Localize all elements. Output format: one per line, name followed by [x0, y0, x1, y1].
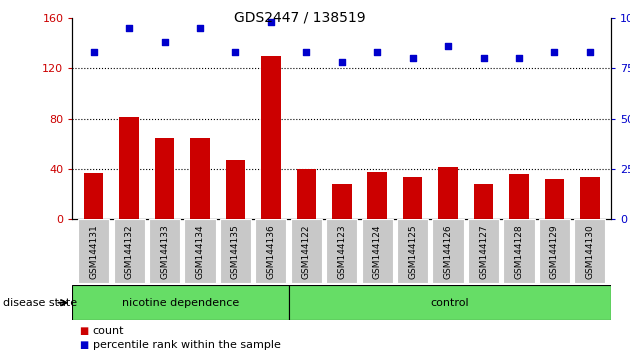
Bar — [432, 219, 464, 283]
Bar — [367, 172, 387, 219]
Text: GDS2447 / 138519: GDS2447 / 138519 — [234, 11, 365, 25]
Point — [231, 49, 241, 55]
Point — [514, 55, 524, 61]
Bar — [326, 219, 357, 283]
Text: GSM144127: GSM144127 — [479, 224, 488, 279]
Text: GSM144134: GSM144134 — [195, 224, 205, 279]
Bar — [403, 177, 422, 219]
Text: GSM144136: GSM144136 — [266, 224, 275, 279]
Bar — [84, 173, 103, 219]
Text: control: control — [430, 298, 469, 308]
Bar — [255, 219, 287, 283]
Text: ■: ■ — [79, 340, 88, 350]
Text: GSM144124: GSM144124 — [373, 224, 382, 279]
Text: GSM144122: GSM144122 — [302, 224, 311, 279]
Bar — [580, 177, 600, 219]
Text: GSM144135: GSM144135 — [231, 224, 240, 279]
Text: GSM144131: GSM144131 — [89, 224, 98, 279]
Text: GSM144128: GSM144128 — [515, 224, 524, 279]
Bar — [78, 219, 110, 283]
Point — [408, 55, 418, 61]
Point — [89, 49, 99, 55]
Bar — [120, 117, 139, 219]
Point — [266, 19, 276, 24]
Bar — [297, 169, 316, 219]
Point — [301, 49, 311, 55]
Bar — [289, 285, 611, 320]
Bar — [190, 137, 210, 219]
Text: ■: ■ — [79, 326, 88, 336]
Bar — [155, 137, 175, 219]
Bar — [220, 219, 251, 283]
Bar — [261, 56, 280, 219]
Bar — [149, 219, 180, 283]
Bar — [503, 219, 535, 283]
Bar — [291, 219, 322, 283]
Point — [124, 25, 134, 31]
Point — [443, 43, 453, 49]
Text: GSM144123: GSM144123 — [337, 224, 346, 279]
Text: GSM144133: GSM144133 — [160, 224, 169, 279]
Text: GSM144129: GSM144129 — [550, 224, 559, 279]
Point — [159, 39, 169, 45]
Point — [372, 49, 382, 55]
Bar — [545, 179, 564, 219]
Bar — [539, 219, 570, 283]
Bar — [468, 219, 499, 283]
Bar — [362, 219, 393, 283]
Bar — [474, 184, 493, 219]
Bar — [113, 219, 145, 283]
Text: count: count — [93, 326, 124, 336]
Text: GSM144126: GSM144126 — [444, 224, 452, 279]
Text: percentile rank within the sample: percentile rank within the sample — [93, 340, 280, 350]
Bar — [226, 160, 245, 219]
Point — [336, 59, 346, 65]
Text: nicotine dependence: nicotine dependence — [122, 298, 239, 308]
Text: GSM144125: GSM144125 — [408, 224, 417, 279]
Point — [549, 49, 559, 55]
Bar — [185, 219, 215, 283]
Point — [479, 55, 489, 61]
Text: GSM144132: GSM144132 — [125, 224, 134, 279]
Point — [585, 49, 595, 55]
Bar — [332, 184, 352, 219]
Bar — [397, 219, 428, 283]
Bar — [509, 174, 529, 219]
Point — [195, 25, 205, 31]
Text: disease state: disease state — [3, 298, 77, 308]
Bar — [438, 166, 458, 219]
Bar — [72, 285, 289, 320]
Bar — [575, 219, 605, 283]
Text: GSM144130: GSM144130 — [585, 224, 594, 279]
